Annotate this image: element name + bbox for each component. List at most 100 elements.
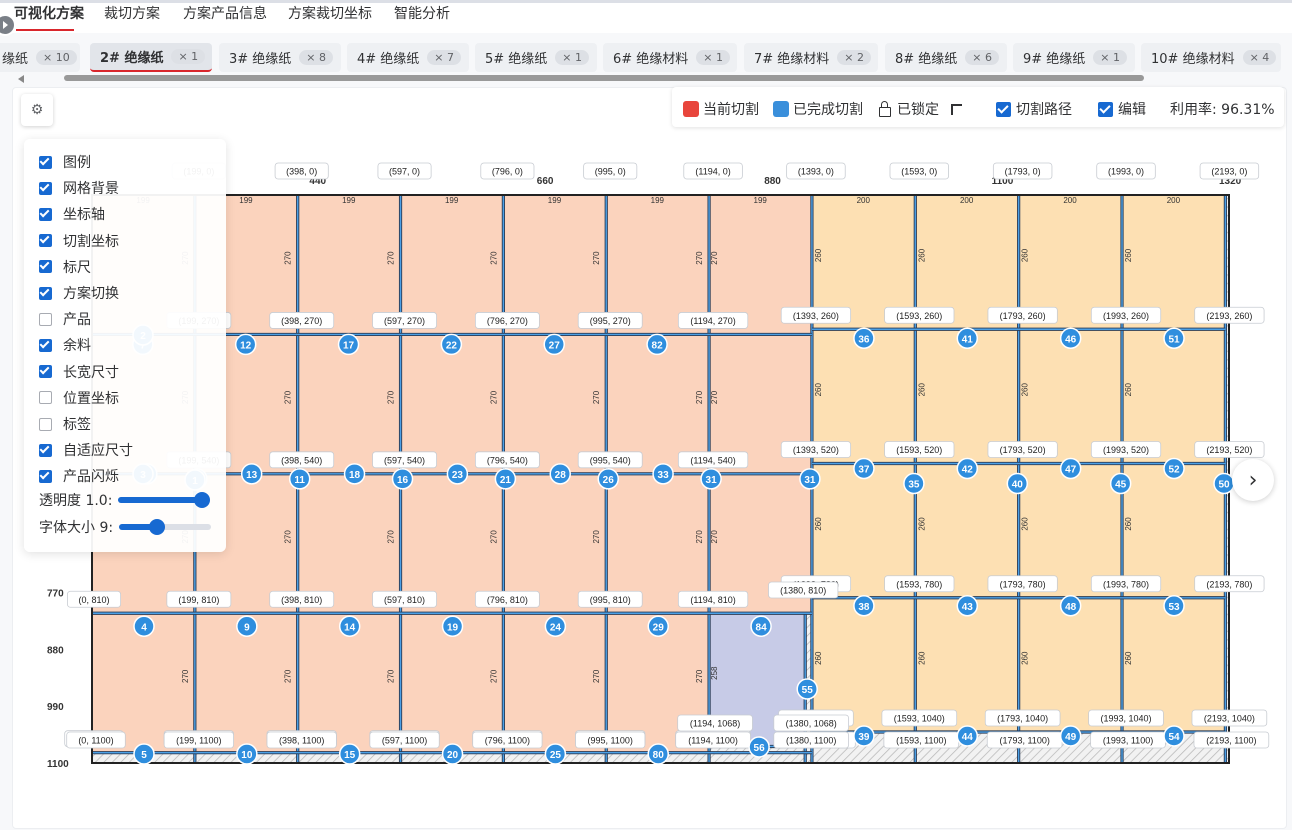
cut-node (236, 615, 258, 638)
option-checkbox[interactable] (39, 181, 52, 195)
option-4[interactable]: 标尺 (39, 257, 91, 277)
piece (297, 334, 401, 474)
option-checkbox[interactable] (39, 469, 52, 483)
cut-node (647, 743, 669, 765)
cut-node-label: 37 (858, 465, 870, 476)
option-2[interactable]: 坐标轴 (39, 204, 105, 224)
option-checkbox[interactable] (39, 286, 52, 300)
edit-checkbox[interactable] (1098, 101, 1113, 117)
coord-badge-bg (881, 709, 958, 727)
cut-node-label: 33 (658, 470, 670, 481)
option-label: 切割坐标 (63, 233, 119, 250)
plan-tab-7[interactable]: 7# 绝缘材料 × 2 (744, 43, 878, 72)
width-label: 199 (651, 196, 665, 205)
piece (606, 334, 710, 474)
plan-tab-3[interactable]: 3# 绝缘纸 × 8 (219, 43, 341, 72)
option-checkbox[interactable] (39, 312, 52, 326)
axis-tick-y: 990 (47, 702, 64, 713)
tab-plan-products[interactable]: 方案产品信息 (183, 6, 267, 22)
settings-button[interactable]: ⚙ (21, 94, 53, 126)
cut-node-label: 31 (804, 475, 816, 486)
option-checkbox[interactable] (39, 260, 52, 274)
coord-badge-bg (677, 714, 753, 732)
coord-badge: (1793, 260) (1000, 311, 1046, 321)
current-cut-swatch (683, 101, 699, 117)
option-12[interactable]: 产品闪烁 (39, 466, 119, 486)
coord-badge: (398, 810) (281, 595, 322, 605)
transparency-label: 透明度 1.0: (39, 493, 113, 509)
transparency-control: 透明度 1.0: (39, 490, 211, 510)
option-9[interactable]: 位置坐标 (39, 388, 119, 408)
plan-tab-10[interactable]: 10# 绝缘材料 × 4 (1141, 43, 1281, 72)
cut-node (543, 333, 565, 356)
axis-tick-x: 1100 (992, 176, 1014, 187)
coord-badge: (597, 270) (384, 316, 425, 326)
collapse-arrow-icon[interactable] (0, 14, 16, 36)
plan-tab-label: 2# 绝缘纸 (100, 51, 164, 66)
option-8[interactable]: 长宽尺寸 (39, 362, 119, 382)
coord-badge: (1380, 1068) (786, 719, 837, 729)
option-checkbox[interactable] (39, 207, 52, 221)
coord-badge-bg (884, 306, 955, 324)
coord-badge-bg (577, 590, 643, 608)
option-6[interactable]: 产品 (39, 309, 91, 329)
font-size-slider[interactable] (119, 519, 212, 535)
coord-badge: (0, 1100) (78, 736, 113, 746)
font-size-fill (119, 524, 160, 530)
cut-node-label: 27 (549, 340, 561, 351)
plan-tab-1[interactable]: 缘纸 × 10 (0, 43, 80, 72)
plan-tab-label: 缘纸 (2, 52, 29, 67)
option-checkbox[interactable] (39, 391, 52, 405)
coord-badge: (398, 270) (281, 316, 322, 326)
option-checkbox[interactable] (39, 365, 52, 379)
tab-smart-analysis[interactable]: 智能分析 (394, 6, 450, 22)
cut-node (544, 743, 567, 765)
cut-path-checkbox[interactable] (996, 101, 1011, 117)
scroll-left-icon[interactable] (18, 75, 24, 83)
option-checkbox[interactable] (39, 338, 52, 352)
option-11[interactable]: 自适应尺寸 (39, 440, 133, 460)
plan-tab-9[interactable]: 9# 绝缘纸 × 1 (1013, 43, 1135, 72)
plan-tab-2[interactable]: 2# 绝缘纸 × 1 (90, 43, 212, 72)
plan-tab-6[interactable]: 6# 绝缘材料 × 1 (603, 43, 737, 72)
option-3[interactable]: 切割坐标 (39, 231, 119, 251)
tab-scrollbar[interactable] (64, 75, 1144, 81)
plan-tab-count: × 1 (555, 50, 590, 65)
coord-badge-bg (1194, 441, 1265, 458)
tab-cutting-plan[interactable]: 裁切方案 (104, 6, 160, 22)
option-5[interactable]: 方案切换 (39, 283, 119, 303)
option-checkbox[interactable] (39, 443, 52, 457)
plan-tab-5[interactable]: 5# 绝缘纸 × 1 (475, 43, 597, 72)
piece (400, 473, 504, 614)
tab-visual-plan[interactable]: 可视化方案 (14, 6, 84, 22)
plan-tab-label: 4# 绝缘纸 (357, 52, 420, 67)
plan-tab-4[interactable]: 4# 绝缘纸 × 7 (347, 43, 469, 72)
font-size-knob[interactable] (149, 519, 166, 535)
transparency-knob[interactable] (194, 492, 211, 508)
cut-node (234, 333, 257, 356)
option-0[interactable]: 图例 (39, 152, 91, 172)
coord-badge-bg (67, 590, 122, 608)
edit-toggle[interactable]: 编辑 (1098, 99, 1146, 119)
tab-cut-coordinates[interactable]: 方案裁切坐标 (288, 6, 372, 22)
option-checkbox[interactable] (39, 155, 52, 169)
cut-path-toggle[interactable]: 切割路径 (996, 99, 1072, 119)
plan-tab-strip: 缘纸 × 10 2# 绝缘纸 × 1 3# 绝缘纸 × 8 4# 绝缘纸 × 7 5# … (0, 41, 1292, 75)
plan-tab-8[interactable]: 8# 绝缘纸 × 6 (885, 43, 1007, 72)
transparency-slider[interactable] (118, 492, 211, 508)
coord-badge: (796, 1100) (485, 736, 530, 746)
coord-badge: (995, 270) (590, 316, 631, 326)
height-label: 270 (387, 530, 396, 544)
next-plan-button[interactable]: › (1232, 459, 1274, 501)
option-7[interactable]: 余料 (39, 335, 91, 355)
option-checkbox[interactable] (39, 417, 52, 431)
option-1[interactable]: 网格背景 (39, 178, 119, 198)
coord-badge-bg (884, 441, 955, 458)
cut-node-label: 53 (1168, 602, 1180, 613)
option-10[interactable]: 标签 (39, 414, 91, 434)
coord-badge: (1793, 0) (1005, 167, 1041, 177)
height-label: 270 (489, 530, 498, 544)
width-label: 200 (1167, 196, 1181, 205)
option-checkbox[interactable] (39, 234, 52, 248)
